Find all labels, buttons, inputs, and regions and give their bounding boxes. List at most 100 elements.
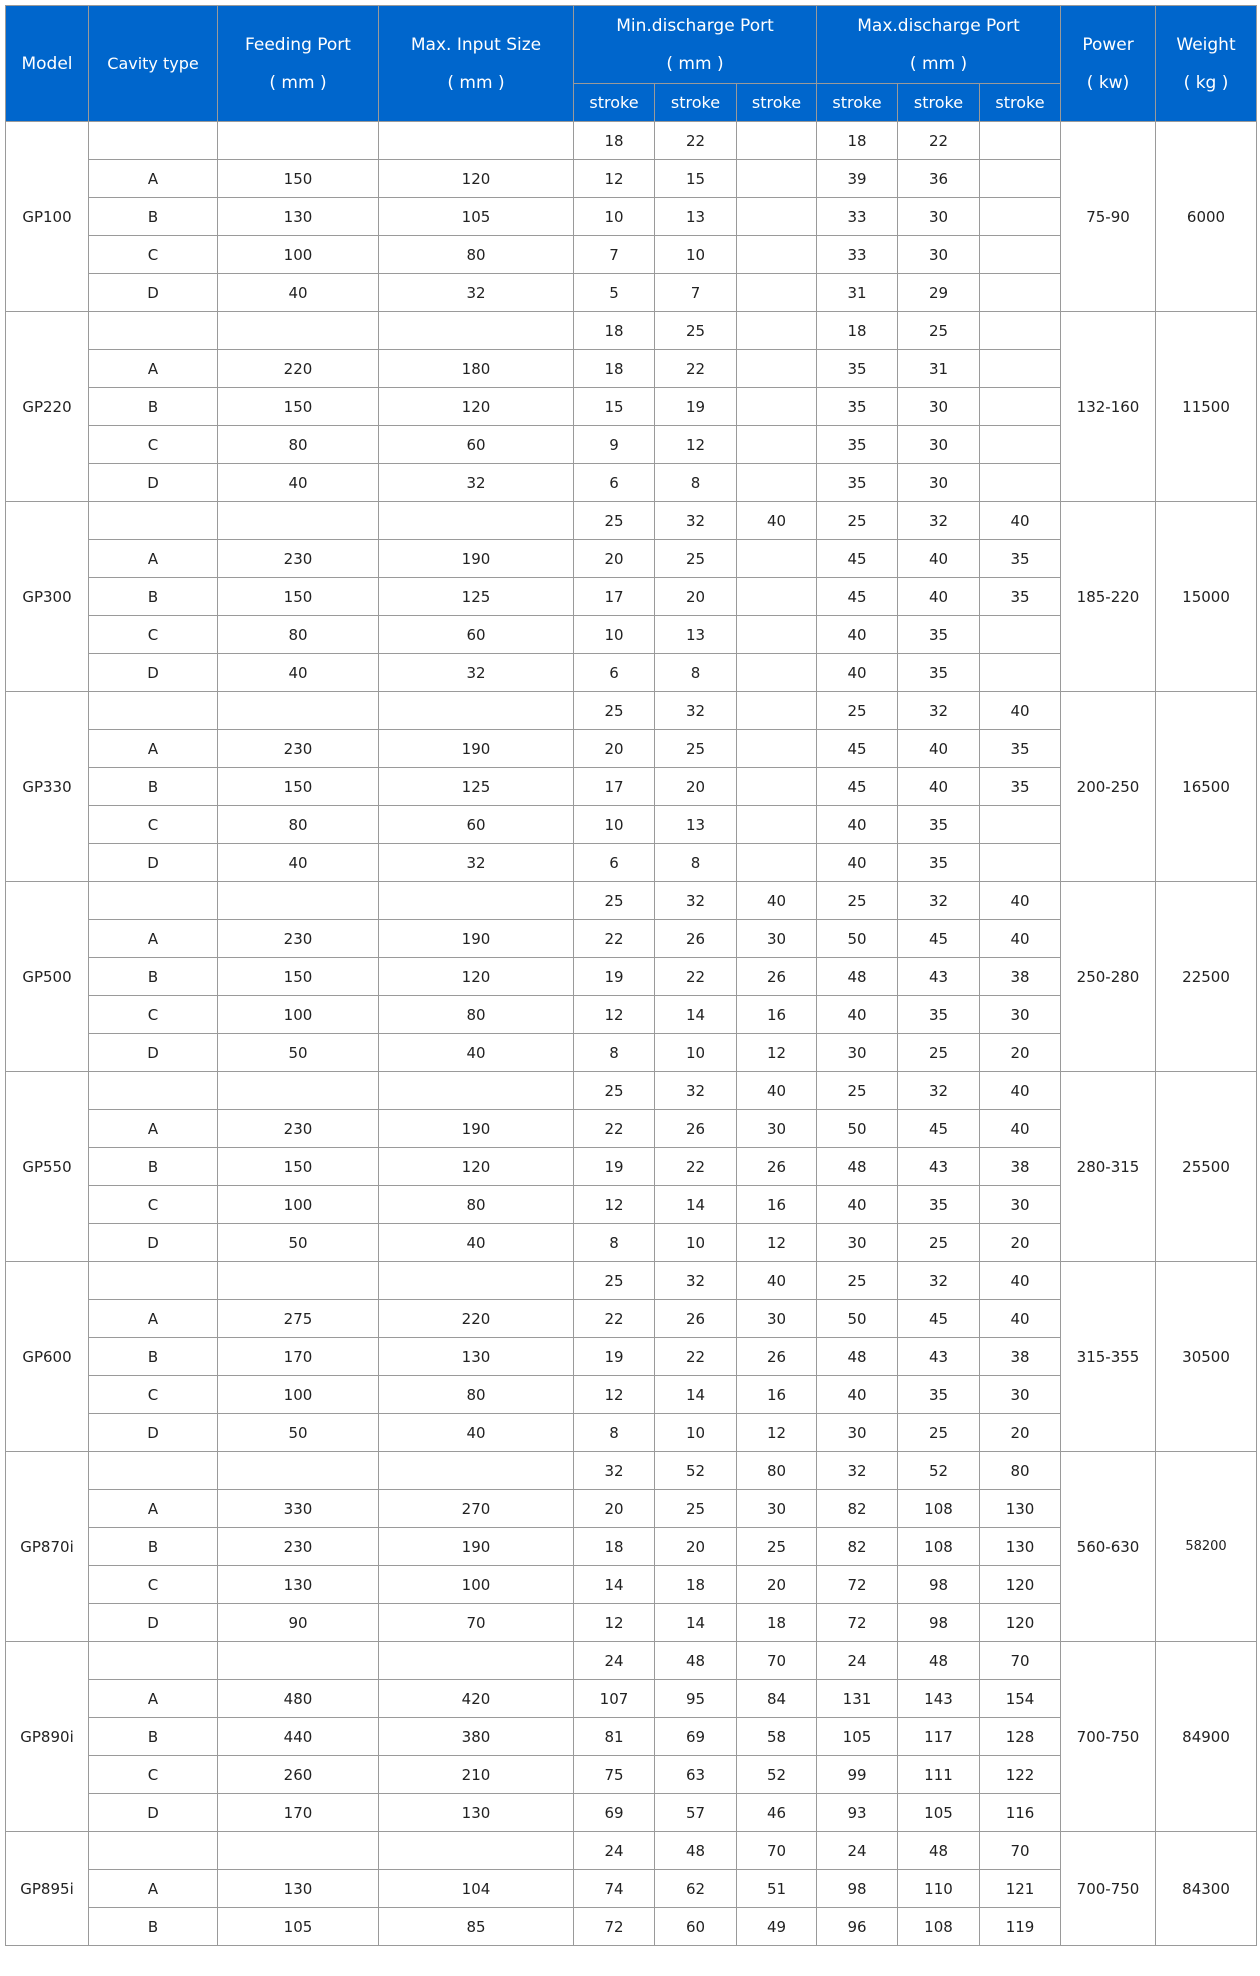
cell-min-stroke-1: 12 bbox=[573, 1603, 655, 1642]
cell-min-stroke-2: 12 bbox=[654, 425, 737, 464]
cell-max-stroke-1: 40 bbox=[816, 805, 898, 844]
table-row: A 130 104 74 62 51 98 110 121 bbox=[6, 1869, 1257, 1908]
cell-cavity-type: D bbox=[88, 1033, 218, 1072]
cell-cavity-type: A bbox=[88, 729, 218, 768]
cell-max-stroke-2: 35 bbox=[897, 1375, 980, 1414]
cell-min-stroke-2: 48 bbox=[654, 1831, 737, 1870]
cell-max-stroke-1: 24 bbox=[816, 1831, 898, 1870]
cell-min-stroke-1: 5 bbox=[573, 273, 655, 312]
cell-max-stroke-2: 36 bbox=[897, 159, 980, 198]
cell-feeding-port: 100 bbox=[217, 995, 379, 1034]
cell-feeding-port: 40 bbox=[217, 653, 379, 692]
cell-feeding-port: 480 bbox=[217, 1679, 379, 1718]
cell-min-stroke-1: 25 bbox=[573, 501, 655, 540]
cell-feeding-port: 150 bbox=[217, 387, 379, 426]
cell-max-stroke-1: 45 bbox=[816, 539, 898, 578]
cell-cavity-type bbox=[88, 1071, 218, 1110]
cell-cavity-type: A bbox=[88, 349, 218, 388]
cell-max-stroke-2: 35 bbox=[897, 995, 980, 1034]
cell-feeding-port: 105 bbox=[217, 1907, 379, 1946]
cell-feeding-port: 170 bbox=[217, 1337, 379, 1376]
cell-min-stroke-1: 6 bbox=[573, 653, 655, 692]
table-row: C 130 100 14 18 20 72 98 120 bbox=[6, 1565, 1257, 1604]
cell-feeding-port: 230 bbox=[217, 1109, 379, 1148]
table-row: GP870i 32 52 80 32 52 80 560-630 58200 bbox=[5, 1451, 1258, 1642]
cell-max-stroke-2: 45 bbox=[897, 1109, 980, 1148]
cell-feeding-port: 230 bbox=[217, 1527, 379, 1566]
table-row: B 150 125 17 20 45 40 35 bbox=[6, 767, 1257, 806]
table-row: B 230 190 18 20 25 82 108 130 bbox=[6, 1527, 1257, 1566]
cell-min-stroke-2: 13 bbox=[654, 805, 737, 844]
cell-max-input: 125 bbox=[378, 767, 574, 806]
cell-cavity-type: B bbox=[88, 577, 218, 616]
cell-min-stroke-2: 20 bbox=[654, 1527, 737, 1566]
header-max-input-label: Max. Input Size bbox=[410, 34, 542, 55]
cell-min-stroke-1: 14 bbox=[573, 1565, 655, 1604]
table-row: B 150 120 19 22 26 48 43 38 bbox=[6, 1147, 1257, 1186]
cell-max-stroke-3: 20 bbox=[978, 1033, 1062, 1072]
cell-max-stroke-2: 52 bbox=[897, 1451, 980, 1490]
cell-max-stroke-1: 33 bbox=[816, 197, 898, 236]
table-row: D 40 32 6 8 40 35 bbox=[6, 653, 1257, 692]
table-row: GP300 25 32 40 25 32 40 185-220 15000 bbox=[5, 501, 1258, 692]
cell-power: 700-750 bbox=[1060, 1641, 1157, 1832]
header-stroke: stroke bbox=[654, 83, 737, 122]
cell-max-stroke-3: 130 bbox=[978, 1489, 1062, 1528]
cell-min-stroke-2: 25 bbox=[654, 539, 737, 578]
header-max-discharge-label: Max.discharge Port bbox=[857, 15, 1020, 36]
cell-min-stroke-3: 70 bbox=[736, 1831, 817, 1870]
cell-max-input bbox=[378, 501, 574, 540]
cell-weight: 58200 bbox=[1155, 1451, 1258, 1642]
header-stroke: stroke bbox=[978, 83, 1062, 122]
cell-max-stroke-3: 122 bbox=[978, 1755, 1062, 1794]
cell-cavity-type bbox=[88, 311, 218, 350]
cell-min-stroke-3 bbox=[736, 653, 817, 692]
cell-cavity-type bbox=[88, 1641, 218, 1680]
cell-max-stroke-2: 98 bbox=[897, 1565, 980, 1604]
cell-max-input bbox=[378, 121, 574, 160]
cell-model: GP870i bbox=[5, 1451, 89, 1642]
cell-power: 200-250 bbox=[1060, 691, 1157, 882]
cell-max-stroke-1: 48 bbox=[816, 1147, 898, 1186]
cell-max-stroke-1: 40 bbox=[816, 615, 898, 654]
cell-max-stroke-1: 35 bbox=[816, 349, 898, 388]
cell-cavity-type bbox=[88, 1451, 218, 1490]
table-row: A 150 120 12 15 39 36 bbox=[6, 159, 1257, 198]
cell-feeding-port: 80 bbox=[217, 425, 379, 464]
cell-max-input: 80 bbox=[378, 235, 574, 274]
table-row: D 170 130 69 57 46 93 105 116 bbox=[6, 1793, 1257, 1832]
cell-cavity-type: C bbox=[88, 995, 218, 1034]
header-feeding-port: Feeding Port ( mm ) bbox=[217, 5, 379, 122]
cell-cavity-type: D bbox=[88, 843, 218, 882]
header-model: Model bbox=[5, 5, 89, 122]
cell-max-input: 120 bbox=[378, 159, 574, 198]
cell-min-stroke-2: 26 bbox=[654, 1109, 737, 1148]
cell-max-input: 80 bbox=[378, 1185, 574, 1224]
cell-min-stroke-3 bbox=[736, 463, 817, 502]
cell-cavity-type: C bbox=[88, 1565, 218, 1604]
cell-min-stroke-3: 18 bbox=[736, 1603, 817, 1642]
cell-max-stroke-2: 32 bbox=[897, 1261, 980, 1300]
cell-max-input: 80 bbox=[378, 1375, 574, 1414]
cell-model: GP220 bbox=[5, 311, 89, 502]
cell-min-stroke-3: 16 bbox=[736, 995, 817, 1034]
cell-min-stroke-3 bbox=[736, 729, 817, 768]
cell-cavity-type: A bbox=[88, 1679, 218, 1718]
header-weight: Weight ( kg ) bbox=[1155, 5, 1258, 122]
cell-feeding-port bbox=[217, 1831, 379, 1870]
cell-feeding-port: 150 bbox=[217, 767, 379, 806]
cell-max-input: 60 bbox=[378, 425, 574, 464]
cell-min-stroke-2: 13 bbox=[654, 197, 737, 236]
cell-weight: 25500 bbox=[1155, 1071, 1258, 1262]
cell-max-input: 190 bbox=[378, 539, 574, 578]
table-row: C 100 80 7 10 33 30 bbox=[6, 235, 1257, 274]
cell-power: 132-160 bbox=[1060, 311, 1157, 502]
cell-cavity-type: C bbox=[88, 1375, 218, 1414]
table-row: A 275 220 22 26 30 50 45 40 bbox=[6, 1299, 1257, 1338]
cell-max-stroke-3 bbox=[978, 843, 1062, 882]
cell-feeding-port: 330 bbox=[217, 1489, 379, 1528]
cell-min-stroke-2: 19 bbox=[654, 387, 737, 426]
cell-max-stroke-3 bbox=[978, 159, 1062, 198]
cell-min-stroke-1: 25 bbox=[573, 1261, 655, 1300]
cell-max-input: 32 bbox=[378, 653, 574, 692]
